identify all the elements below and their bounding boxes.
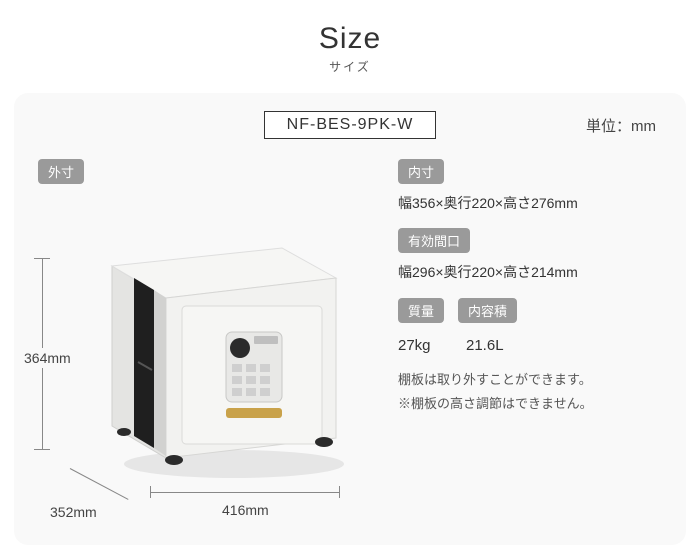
safe-icon xyxy=(74,236,354,486)
dim-width-label: 416mm xyxy=(222,502,269,518)
notes: 棚板は取り外すことができます。 ※棚板の高さ調節はできません。 xyxy=(398,368,662,417)
figure-column: 外寸 xyxy=(38,159,368,532)
inner-dims: 幅356×奥行220×高さ276mm xyxy=(398,192,662,214)
dim-depth: 352mm xyxy=(50,468,140,516)
spec-column: 内寸 幅356×奥行220×高さ276mm 有効間口 幅296×奥行220×高さ… xyxy=(398,159,662,532)
note-line-2: ※棚板の高さ調節はできません。 xyxy=(398,392,662,417)
model-number: NF-BES-9PK-W xyxy=(264,111,437,139)
dim-depth-line xyxy=(70,468,129,500)
unit-label: 単位：mm xyxy=(586,115,656,136)
safe-figure: 364mm 352mm 416mm xyxy=(38,192,368,532)
dim-depth-label: 352mm xyxy=(50,504,97,520)
mass-value: 27kg xyxy=(398,337,452,354)
note-line-1: 棚板は取り外すことができます。 xyxy=(398,368,662,393)
opening-dims: 幅296×奥行220×高さ214mm xyxy=(398,261,662,283)
mass-volume-values: 27kg 21.6L xyxy=(398,337,662,354)
mass-badge: 質量 xyxy=(398,298,444,323)
outer-badge: 外寸 xyxy=(38,159,84,184)
volume-badge: 内容積 xyxy=(458,298,517,323)
content-row: 外寸 xyxy=(38,159,662,532)
title-jp: サイズ xyxy=(0,58,700,75)
inner-badge: 内寸 xyxy=(398,159,444,184)
spec-panel: NF-BES-9PK-W 単位：mm 外寸 xyxy=(14,93,686,545)
volume-value: 21.6L xyxy=(466,337,520,354)
opening-badge: 有効間口 xyxy=(398,228,470,253)
mass-volume-badges: 質量 内容積 xyxy=(398,298,662,331)
header: Size サイズ xyxy=(0,0,700,93)
model-row: NF-BES-9PK-W 単位：mm xyxy=(38,111,662,139)
dim-height-label: 364mm xyxy=(24,348,71,368)
title-en: Size xyxy=(0,22,700,56)
dim-width-line xyxy=(150,492,340,493)
